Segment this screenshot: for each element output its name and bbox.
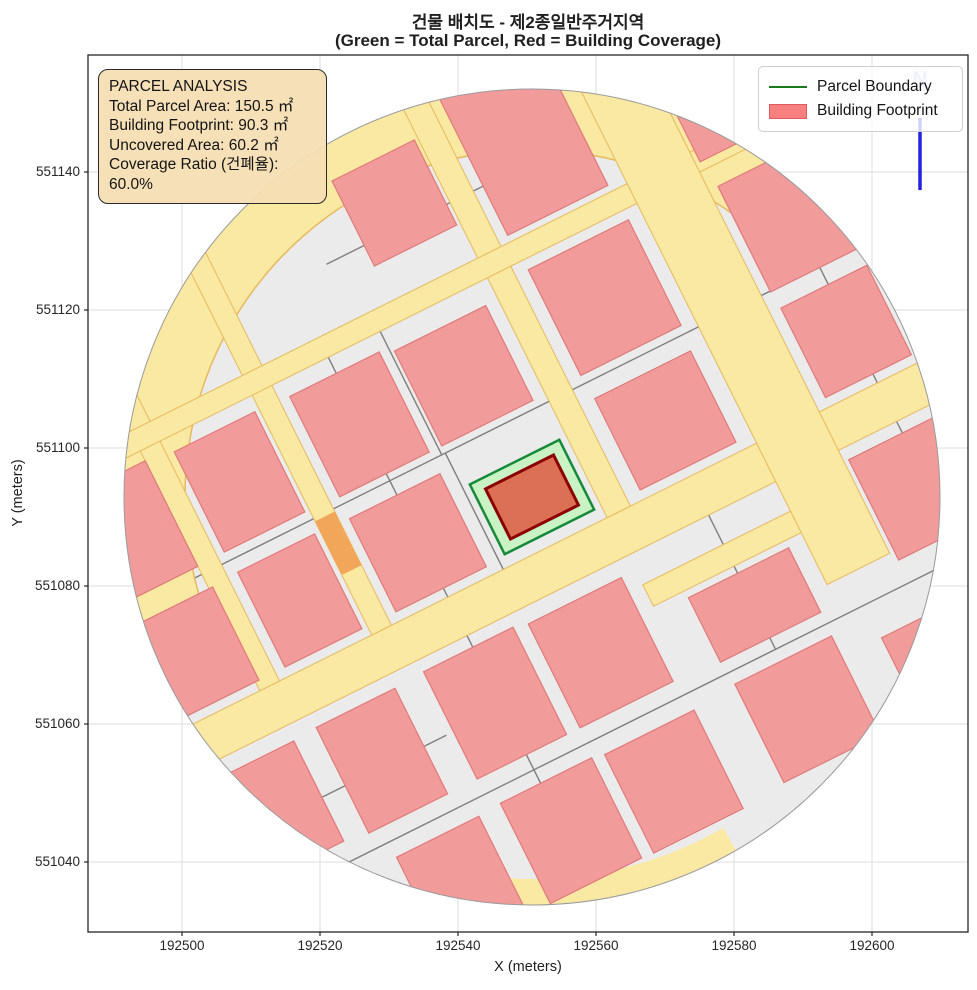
building-footprint — [422, 626, 568, 780]
parcel-analysis-title: PARCEL ANALYSIS — [109, 78, 248, 95]
highlight-group — [468, 438, 596, 556]
buffer-circle-outline — [123, 88, 941, 906]
y-tick-label: 551100 — [35, 440, 80, 455]
building-footprint — [687, 547, 822, 664]
x-tick-label: 192500 — [159, 938, 205, 953]
parcel-analysis-line: Building Footprint: 90.3 ㎡ — [109, 117, 289, 135]
y-tick-label: 551140 — [35, 164, 80, 179]
y-tick-label: 551120 — [35, 302, 80, 317]
x-tick-label: 192580 — [711, 938, 757, 953]
x-axis-label: X (meters) — [494, 959, 562, 975]
parcel-analysis-lines: Total Parcel Area: 150.5 ㎡ Building Footp… — [109, 97, 316, 195]
building-footprint-patch-swatch — [769, 103, 807, 119]
building-footprint — [393, 304, 534, 447]
y-tick-label: 551040 — [34, 854, 80, 869]
building-footprint — [734, 635, 882, 784]
legend: Parcel Boundary Building Footprint — [758, 66, 963, 132]
orange-road-segment — [315, 511, 362, 576]
tick-marks — [84, 171, 873, 936]
building-footprint — [527, 576, 674, 729]
building-footprint — [331, 139, 458, 267]
legend-label: Building Footprint — [817, 102, 938, 119]
building-footprint — [236, 533, 363, 668]
legend-item-building-footprint: Building Footprint — [769, 99, 952, 123]
axes-frame — [87, 54, 969, 933]
building-footprint — [348, 472, 488, 613]
building-footprint — [315, 687, 449, 834]
building-footprint — [288, 351, 430, 498]
building-footprint — [780, 264, 913, 399]
legend-label: Parcel Boundary — [817, 78, 932, 95]
roads — [124, 89, 940, 775]
parcel-analysis-box: PARCEL ANALYSIS Total Parcel Area: 150.5… — [98, 69, 327, 204]
chart-title-line1: 건물 배치도 - 제2종일반주거지역 — [411, 13, 645, 32]
building-footprint — [173, 410, 306, 553]
parcel-analysis-line: Uncovered Area: 60.2 ㎡ — [109, 136, 279, 154]
building-footprint — [847, 416, 940, 561]
y-tick-label: 551080 — [34, 578, 80, 593]
legend-item-parcel-boundary: Parcel Boundary — [769, 75, 952, 99]
highlight-building-footprint — [483, 452, 581, 542]
parcel-boundary-line-swatch — [769, 86, 807, 88]
x-tick-label: 192600 — [849, 938, 895, 953]
x-tick-label: 192540 — [435, 938, 481, 953]
building-footprint — [527, 219, 682, 377]
building-footprint — [593, 350, 737, 491]
parcel-analysis-line: Coverage Ratio (건폐율): 60.0% — [109, 156, 279, 193]
building-footprint — [124, 459, 199, 606]
building-footprint — [395, 815, 528, 905]
chart-title-line2: (Green = Total Parcel, Red = Building Co… — [334, 31, 722, 50]
y-tick-label: 551060 — [34, 716, 80, 731]
building-footprint — [437, 89, 609, 237]
x-tick-label: 192520 — [297, 938, 343, 953]
building-footprint — [603, 709, 744, 854]
x-tick-label: 192560 — [573, 938, 619, 953]
building-footprint — [499, 756, 643, 905]
parcel-analysis-line: Total Parcel Area: 150.5 ㎡ — [109, 97, 294, 115]
